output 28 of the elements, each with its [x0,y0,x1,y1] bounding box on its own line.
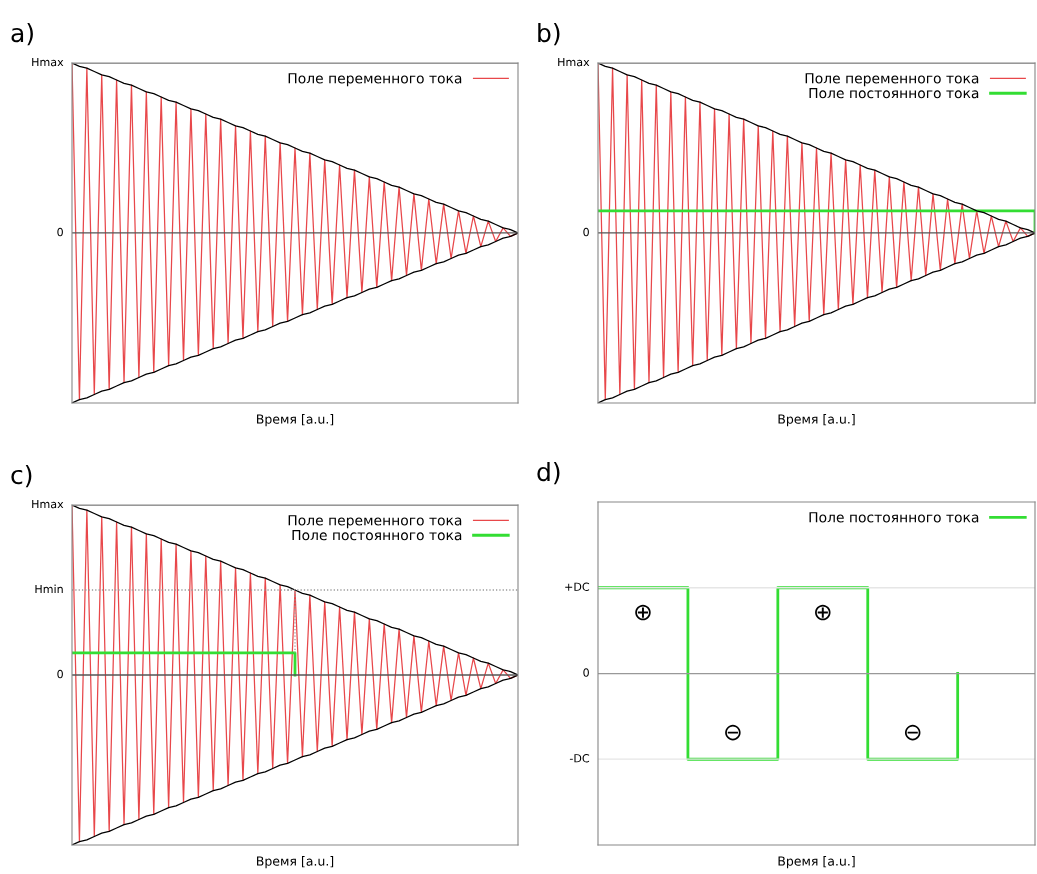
legend-label: Поле постоянного тока [809,512,979,523]
x-axis-title: Время [a.u.] [778,856,855,869]
x-axis-title: Время [a.u.] [257,856,334,869]
ref-line-label: 0 [57,669,63,679]
ref-line-label: Hmax [32,57,64,67]
x-axis-title: Время [a.u.] [778,414,855,427]
annotation: ⊕ [635,604,651,621]
annotation: ⊖ [725,724,741,741]
chart-title: d) [537,461,560,485]
ref-line-label: Hmax [558,57,590,67]
legend-label: Поле переменного тока [288,73,462,87]
legend-label: Поле переменного тока [288,515,462,529]
ref-line-label: -DC [569,754,590,763]
annotation: ⊕ [815,604,831,621]
chart-title: a) [11,22,33,46]
ref-line-label: +DC [565,582,590,591]
ref-line-label: 0 [583,668,589,677]
annotation: ⊖ [904,724,921,741]
ref-line-label: Hmax [32,499,64,509]
ref-line-label: 0 [583,227,589,237]
x-axis-title: Время [a.u.] [257,414,334,427]
chart-title: b) [538,22,560,46]
ref-line-label: 0 [57,227,63,237]
legend-label: Поле постоянного тока [292,529,462,541]
chart-title: c) [11,464,32,488]
legend-label: Поле постоянного тока [809,87,979,99]
legend-label: Поле переменного тока [805,73,979,87]
ref-line-label: Hmin [35,584,63,594]
